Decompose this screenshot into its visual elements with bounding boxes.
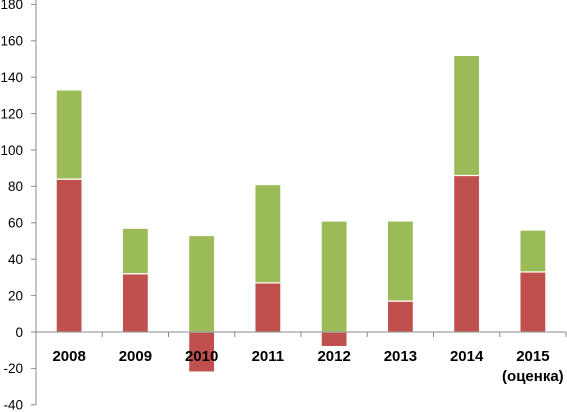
x-tick-label: 2009 (119, 348, 152, 365)
bar-2010-segment-2 (188, 234, 216, 333)
x-tick-label: 2013 (384, 348, 417, 365)
bar-2008-segment-2 (55, 89, 83, 180)
bar-2012-segment-2 (320, 220, 348, 333)
y-tick-label: 60 (8, 216, 23, 231)
bar-2015-segment-1 (519, 271, 547, 333)
y-tick-label: 120 (0, 106, 23, 121)
y-tick-label: 180 (0, 0, 23, 12)
bar-2008-segment-1 (55, 178, 83, 333)
bar-2014-segment-2 (453, 54, 481, 177)
y-tick-label: 160 (0, 34, 23, 49)
y-tick-label: 0 (15, 325, 23, 340)
x-tick-label: 2011 (252, 348, 285, 365)
y-tick-label: 20 (8, 288, 23, 303)
bar-2011-segment-2 (254, 183, 282, 284)
y-tick-label: 140 (0, 70, 23, 85)
y-tick-label: 100 (0, 143, 23, 158)
axes-layer (31, 0, 567, 406)
bar-2013-segment-2 (386, 220, 414, 302)
y-tick-label: 40 (8, 252, 23, 267)
y-tick-label: -40 (3, 398, 23, 412)
bars-layer (55, 54, 547, 373)
bar-2013-segment-1 (386, 300, 414, 333)
x-tick-label: 2008 (52, 348, 85, 365)
x-tick-label: 2014 (450, 348, 484, 365)
y-tick-label: 80 (8, 179, 23, 194)
bar-2009-segment-2 (121, 227, 149, 275)
x-tick-label: 2012 (317, 348, 350, 365)
x-tick-label: 2015 (оценка) (502, 348, 564, 385)
x-tick-label: 2010 (185, 348, 218, 365)
bar-2012-segment-1 (320, 331, 348, 348)
bar-2011-segment-1 (254, 282, 282, 333)
bar-2010-segment-1 (188, 331, 216, 373)
bar-2014-segment-1 (453, 174, 481, 333)
y-tick-label: -20 (3, 361, 23, 376)
bar-2015-segment-2 (519, 229, 547, 273)
bar-2009-segment-1 (121, 273, 149, 333)
